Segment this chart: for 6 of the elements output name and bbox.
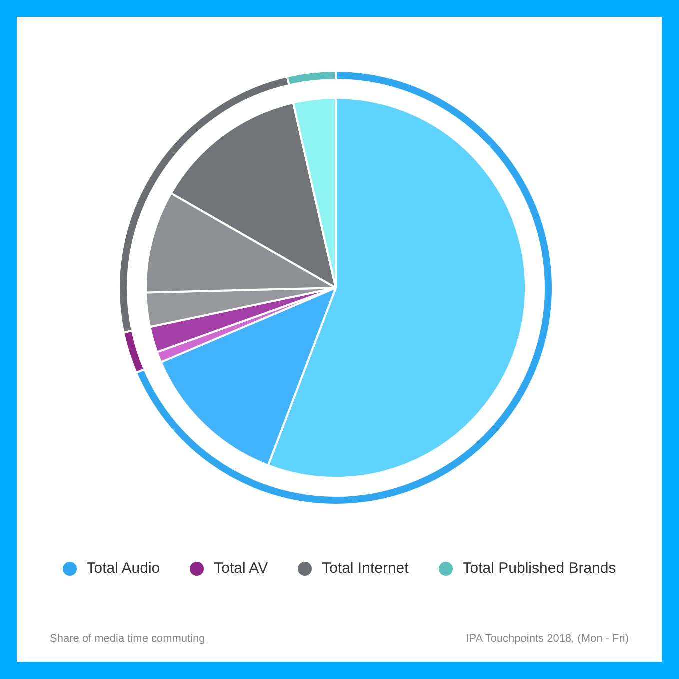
legend-label: Total AV bbox=[214, 560, 268, 577]
legend-label: Total Internet bbox=[322, 560, 409, 577]
text: Share of media time commuting bbox=[50, 633, 206, 645]
text: IPA Touchpoints 2018, (Mon - Fri) bbox=[466, 633, 629, 645]
legend-label: Total Audio bbox=[86, 560, 160, 577]
legend-label: Total Published Brands bbox=[462, 560, 616, 577]
